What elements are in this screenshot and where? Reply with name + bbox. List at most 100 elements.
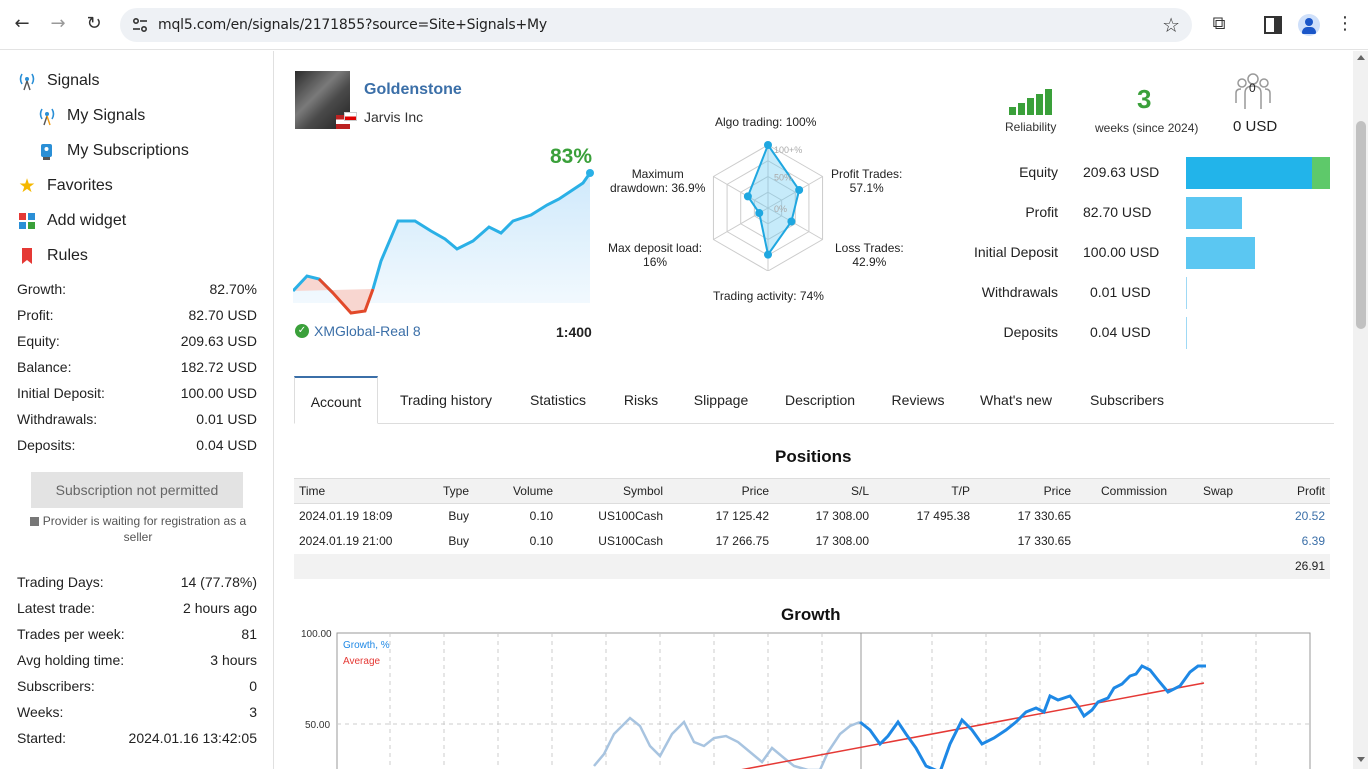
sidebar-item-rules[interactable]: Rules xyxy=(17,246,88,266)
legend-average: Average xyxy=(343,656,381,667)
scrollbar-thumb[interactable] xyxy=(1356,121,1366,329)
sidebar-item-signals[interactable]: Signals xyxy=(17,71,99,91)
verified-icon: ✓ xyxy=(295,324,309,338)
col-symbol[interactable]: Symbol xyxy=(558,478,668,504)
account-label: Withdrawals xyxy=(981,284,1058,300)
stat-label: Equity: xyxy=(17,333,60,349)
account-label: Initial Deposit xyxy=(973,244,1058,260)
tab-risks[interactable]: Risks xyxy=(623,392,659,408)
col-time[interactable]: Time xyxy=(294,478,414,504)
col-commission[interactable]: Commission xyxy=(1076,478,1172,504)
col-profit[interactable]: Profit xyxy=(1238,478,1330,504)
average-line xyxy=(741,682,1205,769)
radar-point-deposit_load xyxy=(755,209,764,218)
cell-commission xyxy=(1076,529,1172,554)
col-swap[interactable]: Swap xyxy=(1172,478,1238,504)
stat-latest-trade: Latest trade: 2 hours ago xyxy=(17,600,257,616)
cell-price: 17 125.42 xyxy=(715,509,769,524)
stat-value: 3 hours xyxy=(210,652,257,668)
tab-slippage[interactable]: Slippage xyxy=(693,392,749,408)
side-panel-icon[interactable] xyxy=(1264,16,1282,34)
reload-icon[interactable]: ↻ xyxy=(86,13,102,34)
tab-subscribers[interactable]: Subscribers xyxy=(1090,392,1164,408)
drawdown-line xyxy=(317,277,375,315)
subscribers-count: 0 xyxy=(1249,81,1256,95)
growth-percent: 83% xyxy=(550,145,593,168)
col-tp[interactable]: T/P xyxy=(874,478,975,504)
withdrawals-bar xyxy=(1186,277,1187,309)
page-scrollbar[interactable] xyxy=(1353,51,1368,769)
sidebar-item-my-subscriptions[interactable]: My Subscriptions xyxy=(37,141,189,161)
broker-link[interactable]: ✓ XMGlobal-Real 8 xyxy=(295,323,421,339)
col-sl[interactable]: S/L xyxy=(774,478,874,504)
signal-name[interactable]: Goldenstone xyxy=(364,81,462,98)
cell-price-current: 17 330.65 xyxy=(1017,509,1071,524)
radar-label-deposit-load: Max deposit load: 16% xyxy=(608,241,702,269)
y-tick-50: 50.00 xyxy=(305,720,330,731)
cell-volume: 0.10 xyxy=(529,509,553,524)
tab-description[interactable]: Description xyxy=(784,392,856,408)
cell-tp: 17 495.38 xyxy=(916,509,970,524)
profile-avatar[interactable] xyxy=(1298,14,1320,36)
cell-profit[interactable]: 6.39 xyxy=(1301,534,1325,548)
tab-account[interactable]: Account xyxy=(294,376,378,424)
col-volume[interactable]: Volume xyxy=(474,478,558,504)
address-bar[interactable]: mql5.com/en/signals/2171855?source=Site+… xyxy=(120,8,1192,42)
radar-label-line: Loss Trades: xyxy=(835,241,904,255)
cell-profit[interactable]: 20.52 xyxy=(1294,509,1325,524)
col-type[interactable]: Type xyxy=(414,478,474,504)
radar-label-loss-trades: Loss Trades: 42.9% xyxy=(835,241,904,269)
radar-chart: 100+% 50% 0% xyxy=(712,141,824,271)
col-price[interactable]: Price xyxy=(668,478,774,504)
stat-value: 81 xyxy=(241,626,257,642)
sidebar-item-add-widget[interactable]: Add widget xyxy=(17,211,126,231)
radar-point-loss_trades xyxy=(787,217,796,226)
stat-profit: Profit: 82.70 USD xyxy=(17,307,257,323)
stat-label: Trading Days: xyxy=(17,574,104,590)
scroll-down-icon[interactable] xyxy=(1357,757,1365,762)
cell-symbol: US100Cash xyxy=(598,509,663,524)
leverage: 1:400 xyxy=(556,324,592,340)
tab-whats-new[interactable]: What's new xyxy=(980,392,1052,408)
radar-label-line: 42.9% xyxy=(852,255,887,269)
stat-weeks: Weeks: 3 xyxy=(17,704,257,720)
sidebar-item-favorites[interactable]: ★ Favorites xyxy=(17,176,113,196)
browser-menu-icon[interactable]: ⋮ xyxy=(1336,13,1354,34)
signal-tower-icon xyxy=(19,73,35,91)
account-value: 82.70 USD xyxy=(1083,204,1152,220)
radar-point-profit_trades xyxy=(795,186,804,195)
subscriptions-icon xyxy=(41,144,52,160)
widget-icon xyxy=(19,213,35,229)
sidebar-item-my-signals[interactable]: My Signals xyxy=(37,106,145,126)
site-settings-icon[interactable] xyxy=(132,18,148,32)
scroll-up-icon[interactable] xyxy=(1357,55,1365,60)
stat-label: Withdrawals: xyxy=(17,411,98,427)
reliability-label: Reliability xyxy=(1005,120,1057,134)
cell-time: 2024.01.19 21:00 xyxy=(299,534,393,548)
tab-trading-history[interactable]: Trading history xyxy=(399,392,493,408)
back-icon[interactable]: ← xyxy=(14,13,30,34)
stat-trading-days: Trading Days: 14 (77.78%) xyxy=(17,574,257,590)
radar-value-area xyxy=(746,142,801,258)
sidebar-item-label: Favorites xyxy=(47,177,113,194)
cell-price: 17 266.75 xyxy=(715,534,769,548)
company-name: Jarvis Inc xyxy=(364,109,424,125)
extensions-icon[interactable]: ⧉ xyxy=(1212,13,1226,34)
stat-value: 3 xyxy=(249,704,257,720)
tab-statistics[interactable]: Statistics xyxy=(529,392,586,408)
bookmark-star-icon[interactable]: ☆ xyxy=(1162,13,1180,37)
stat-value: 209.63 USD xyxy=(180,333,257,349)
col-price-current[interactable]: Price xyxy=(975,478,1076,504)
sidebar-item-label: My Signals xyxy=(67,107,146,124)
provider-photo[interactable] xyxy=(295,71,350,129)
initial-deposit-bar xyxy=(1186,237,1255,269)
growth-line xyxy=(859,664,1206,769)
sidebar-item-label: Signals xyxy=(47,72,100,89)
cell-type: Buy xyxy=(448,509,469,524)
subscription-button[interactable]: Subscription not permitted xyxy=(31,472,243,508)
tab-reviews[interactable]: Reviews xyxy=(891,392,945,408)
account-value: 0.01 USD xyxy=(1090,284,1151,300)
account-row-withdrawals: Withdrawals 0.01 USD xyxy=(955,277,1330,311)
radar-label-activity: Trading activity: 74% xyxy=(713,289,824,303)
forward-icon[interactable]: → xyxy=(50,13,66,34)
